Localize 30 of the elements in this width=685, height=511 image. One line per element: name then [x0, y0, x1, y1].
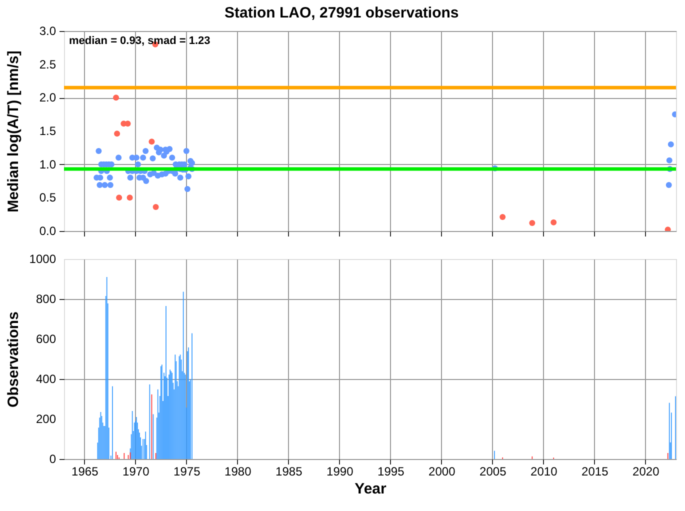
y-axis-title: Median log(A/T) [nm/s]: [5, 50, 22, 212]
y-tick-label: 1.0: [39, 157, 56, 172]
x-tick-label: 2005: [480, 464, 507, 478]
y-tick-label: 600: [36, 332, 56, 346]
x-tick-label: 1985: [276, 464, 303, 478]
x-tick-label: 1965: [72, 464, 99, 478]
x-tick-label: 2010: [530, 464, 558, 478]
y-tick-label: 0.0: [39, 224, 56, 238]
x-tick-label: 1990: [326, 464, 354, 478]
x-tick-label: 2020: [632, 464, 660, 478]
x-tick-label: 1980: [224, 464, 252, 478]
y-tick-label: 3.0: [39, 24, 56, 38]
y-tick-label: 0.5: [39, 190, 56, 205]
chart-title: Station LAO, 27991 observations: [224, 4, 459, 22]
x-tick-label: 1995: [378, 464, 405, 478]
y-tick-label: 2.0: [39, 90, 56, 105]
y-tick-label: 200: [36, 412, 56, 426]
y-tick-label: 800: [36, 292, 56, 306]
y-axis-title: Observations: [5, 312, 22, 408]
x-tick-label: 1970: [122, 464, 150, 478]
y-tick-label: 1000: [29, 252, 56, 266]
y-tick-label: 2.5: [39, 57, 56, 72]
y-tick-label: 0: [49, 452, 56, 466]
x-tick-label: 1975: [174, 464, 201, 478]
y-tick-label: 1.5: [39, 124, 56, 138]
x-tick-label: 2015: [582, 464, 609, 478]
y-tick-label: 400: [36, 372, 56, 386]
x-tick-label: 2000: [428, 464, 456, 478]
x-axis-title: Year: [354, 480, 387, 498]
annotation: median = 0.93, smad = 1.23: [69, 35, 210, 47]
